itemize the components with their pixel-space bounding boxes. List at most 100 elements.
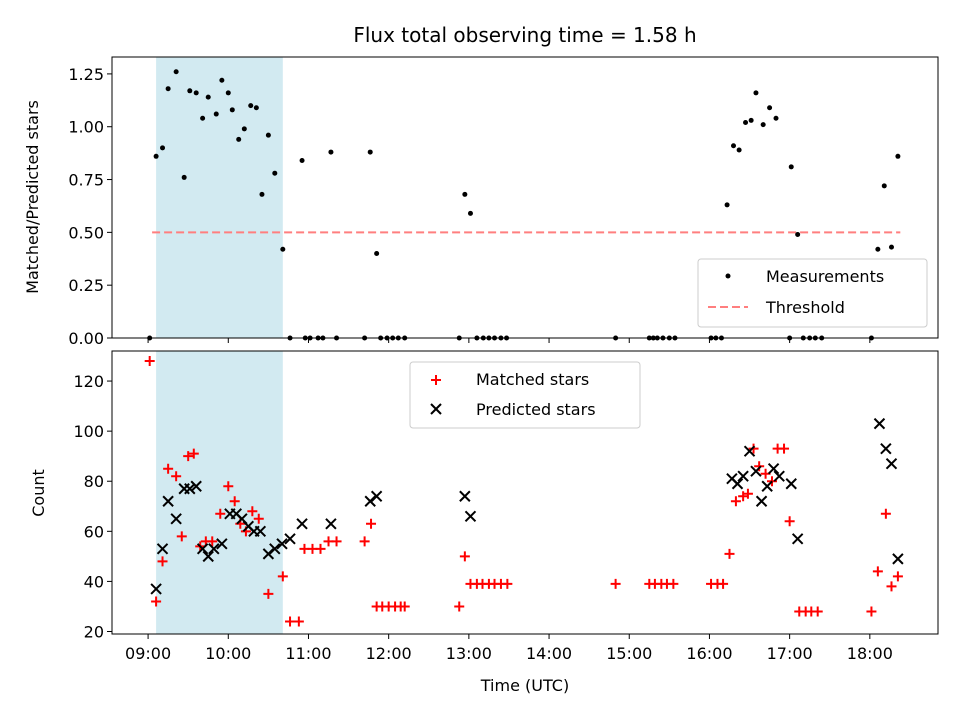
predicted-star-marker	[254, 525, 267, 538]
measurement-point	[272, 170, 278, 176]
measurement-point	[736, 147, 742, 153]
matched-star-marker	[144, 356, 155, 367]
measurement-point	[265, 132, 271, 138]
measurement-point	[367, 149, 373, 155]
measurement-point	[731, 143, 737, 149]
measurement-point	[462, 191, 468, 197]
top-y-ticks: 0.00 0.25 0.50 0.75 1.00 1.25	[68, 65, 112, 348]
measurement-point	[875, 246, 881, 252]
matched-star-marker	[610, 578, 621, 589]
predicted-star-marker	[190, 480, 202, 492]
predicted-star-marker	[873, 417, 886, 430]
measurement-point	[328, 149, 334, 155]
measurement-point	[187, 88, 193, 94]
measurement-point	[205, 94, 211, 100]
top-legend: Measurements Threshold	[697, 258, 928, 328]
matched-star-marker	[779, 443, 790, 454]
matched-star-marker	[454, 601, 465, 612]
matched-star-marker	[742, 488, 753, 499]
measurement-point	[253, 105, 259, 111]
legend-predicted-label: Predicted stars	[476, 400, 596, 419]
bottom-observing-window	[156, 351, 283, 634]
legend-measurements-label: Measurements	[766, 267, 884, 286]
matched-star-marker	[748, 443, 759, 454]
y-tick-label: 1.00	[68, 118, 104, 137]
predicted-star-marker	[196, 543, 209, 555]
predicted-star-marker	[761, 480, 773, 492]
y-tick-label: 20	[84, 622, 104, 641]
top-x-ticks	[147, 338, 871, 343]
y-tick-label: 100	[73, 422, 104, 441]
bottom-x-ticks: 09:00 10:00 11:00 12:00 13:00 14:00 15:00 16:00…	[125, 634, 893, 663]
measurement-point	[748, 117, 754, 123]
matched-star-marker	[223, 481, 234, 492]
predicted-star-marker	[184, 483, 196, 495]
matched-star-marker	[171, 471, 182, 482]
matched-star-marker	[315, 543, 326, 554]
measurement-point	[788, 164, 794, 170]
measurement-point	[280, 246, 286, 252]
matched-star-marker	[253, 513, 264, 524]
matched-star-marker	[285, 616, 296, 627]
predicted-star-marker	[880, 442, 892, 455]
matched-stars-points	[144, 356, 903, 627]
predicted-star-marker	[284, 533, 296, 545]
matched-star-marker	[331, 536, 342, 547]
predicted-star-marker	[370, 490, 383, 502]
matched-star-marker	[188, 448, 199, 459]
bottom-legend-box	[409, 361, 641, 429]
measurement-point	[160, 145, 166, 151]
matched-star-marker	[229, 496, 240, 507]
matched-star-marker	[215, 508, 226, 519]
measurement-point	[767, 105, 773, 111]
matched-star-marker	[812, 606, 823, 617]
matched-star-marker	[293, 616, 304, 627]
legend-predicted-marker	[430, 403, 442, 415]
measurement-point	[165, 86, 171, 92]
matched-star-marker	[784, 516, 795, 527]
predicted-star-marker	[156, 543, 169, 555]
measurement-point	[773, 115, 779, 121]
measurement-point	[374, 250, 380, 256]
measurement-point	[229, 107, 235, 113]
matched-star-marker	[886, 581, 897, 592]
legend-matched-marker	[431, 375, 441, 385]
predicted-star-marker	[202, 550, 214, 563]
predicted-star-marker	[276, 538, 288, 550]
measurement-point	[241, 126, 247, 132]
x-tick-label: 12:00	[366, 644, 412, 663]
measurement-point	[467, 210, 473, 216]
top-legend-box	[697, 258, 928, 328]
chart-title: Flux total observing time = 1.58 h	[353, 23, 696, 47]
bottom-y-axis-label: Count	[29, 469, 48, 517]
matched-star-marker	[718, 578, 729, 589]
legend-matched-label: Matched stars	[476, 370, 589, 389]
predicted-stars-points	[150, 417, 904, 595]
measurement-point	[153, 153, 159, 159]
predicted-star-marker	[208, 543, 220, 555]
predicted-star-marker	[459, 490, 471, 502]
matched-star-marker	[359, 536, 370, 547]
matched-star-marker	[459, 551, 470, 562]
predicted-star-marker	[885, 457, 898, 470]
measurement-point	[181, 174, 187, 180]
legend-measurement-marker	[725, 273, 731, 279]
top-panel: 0.00 0.25 0.50 0.75 1.00 1.25 Matched/Predict…	[23, 56, 939, 348]
matched-star-marker	[157, 556, 168, 567]
bottom-y-ticks: 20 40 60 80 100 120	[73, 372, 112, 641]
matched-star-marker	[207, 536, 218, 547]
y-tick-label: 60	[84, 522, 104, 541]
measurement-point	[259, 191, 265, 197]
matched-star-marker	[277, 571, 288, 582]
matched-star-marker	[183, 451, 194, 462]
matched-star-marker	[892, 571, 903, 582]
predicted-star-marker	[296, 518, 308, 530]
matched-star-marker	[399, 601, 410, 612]
predicted-star-marker	[743, 445, 756, 457]
measurement-point	[760, 122, 766, 128]
matched-star-marker	[151, 596, 162, 607]
predicted-star-marker	[791, 533, 804, 545]
bottom-legend: Matched stars Predicted stars	[409, 361, 641, 429]
matched-star-marker	[880, 508, 891, 519]
